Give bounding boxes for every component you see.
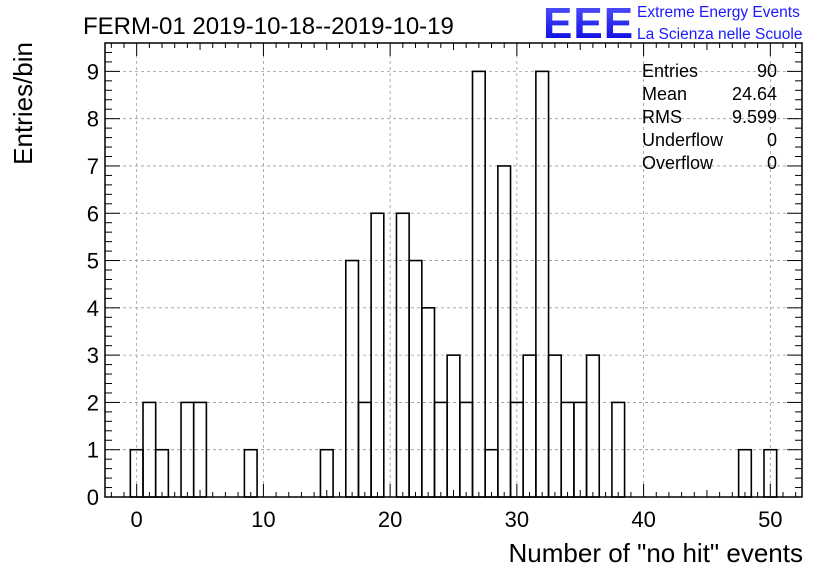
y-tick-label: 7: [87, 154, 99, 179]
stats-label: Underflow: [642, 130, 724, 150]
logo-line-2: La Scienza nelle Scuole: [637, 26, 802, 43]
y-tick-label: 1: [87, 438, 99, 463]
y-tick-label: 6: [87, 201, 99, 226]
y-tick-label: 0: [87, 485, 99, 510]
stats-value: 0: [767, 130, 777, 150]
y-axis-label: Entries/bin: [8, 42, 38, 165]
y-tick-label: 3: [87, 343, 99, 368]
x-tick-label: 20: [378, 507, 402, 532]
eee-logo: EEE Extreme Energy Events La Scienza nel…: [543, 0, 802, 48]
stats-box: Entries 90 Mean 24.64 RMS 9.599 Underflow 0 Over…: [642, 61, 777, 173]
eee-logo-mark: EEE: [543, 0, 634, 48]
axis-ticks: 0 10 20 30 40 50 0 1 2 3 4 5 6 7 8 9: [87, 42, 802, 532]
stats-label: Mean: [642, 84, 687, 104]
grid-lines: [105, 43, 802, 497]
y-tick-label: 8: [87, 107, 99, 132]
y-tick-label: 9: [87, 59, 99, 84]
y-tick-label: 4: [87, 296, 99, 321]
y-tick-label: 2: [87, 390, 99, 415]
x-tick-label: 30: [505, 507, 529, 532]
y-tick-label: 5: [87, 249, 99, 274]
x-tick-label: 40: [631, 507, 655, 532]
x-tick-label: 0: [131, 507, 143, 532]
stats-value: 0: [767, 153, 777, 173]
logo-line-1: Extreme Energy Events: [637, 4, 800, 21]
stats-value: 24.64: [732, 84, 777, 104]
stats-value: 9.599: [732, 107, 777, 127]
stats-label: Overflow: [642, 153, 714, 173]
stats-value: 90: [757, 61, 777, 81]
x-tick-label: 50: [758, 507, 782, 532]
stats-label: RMS: [642, 107, 682, 127]
chart-title: FERM-01 2019-10-18--2019-10-19: [83, 13, 454, 40]
stats-label: Entries: [642, 61, 698, 81]
x-tick-label: 10: [251, 507, 275, 532]
x-axis-label: Number of "no hit" events: [509, 538, 804, 568]
